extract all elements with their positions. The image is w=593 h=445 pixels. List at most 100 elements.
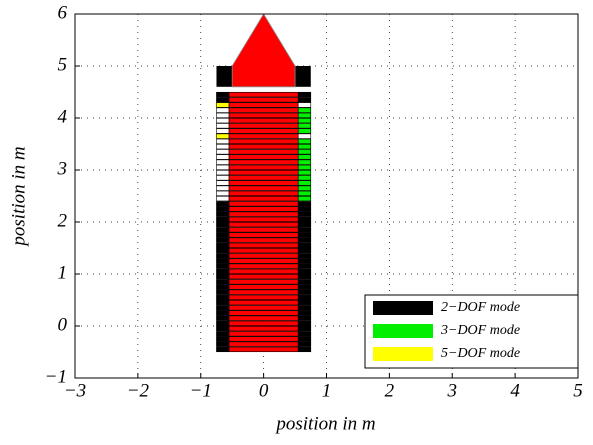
footprint — [216, 216, 312, 223]
footprint-left — [216, 310, 230, 316]
footprint-right — [297, 175, 312, 181]
x-tick-label: 4 — [510, 380, 520, 401]
footprint-right — [297, 268, 312, 275]
footprint-right — [297, 284, 312, 290]
legend-swatch — [373, 324, 433, 338]
footprint-body — [228, 175, 299, 181]
footprint — [216, 221, 312, 228]
footprint-body — [228, 206, 299, 212]
footprint-right — [297, 289, 312, 295]
footprint-body — [228, 247, 299, 254]
footprint-body — [228, 253, 299, 259]
robot-side — [295, 66, 311, 87]
footprint-body — [228, 91, 299, 98]
footprint-right — [297, 206, 312, 212]
y-tick-label: 0 — [58, 314, 68, 335]
footprint-body — [228, 305, 299, 311]
legend-swatch — [373, 347, 433, 361]
footprint-right — [297, 128, 312, 134]
footprint-left — [216, 201, 230, 207]
footprint-right — [297, 154, 312, 160]
footprint-left — [216, 273, 230, 280]
footprint — [216, 346, 312, 353]
footprint — [216, 242, 312, 249]
y-tick-label: 6 — [58, 2, 68, 23]
footprint-body — [228, 102, 299, 108]
y-tick-label: −1 — [45, 366, 67, 387]
footprint-left — [216, 206, 230, 212]
footprint-left — [216, 128, 230, 134]
y-tick-label: 5 — [58, 54, 68, 75]
footprint-right — [297, 143, 312, 150]
footprint-right — [297, 237, 312, 243]
footprint-right — [297, 190, 312, 197]
footprint-left — [216, 149, 230, 155]
footprint — [216, 159, 312, 165]
y-tick-label: 3 — [57, 158, 68, 179]
footprint-left — [216, 190, 230, 197]
footprint-left — [216, 175, 230, 181]
footprint-body — [228, 227, 299, 233]
footprint-right — [297, 221, 312, 228]
footprint-right — [297, 273, 312, 280]
footprint — [216, 211, 312, 217]
footprint-right — [297, 299, 312, 306]
robot-side — [216, 66, 233, 87]
footprint-left — [216, 289, 230, 295]
footprint-body — [228, 107, 299, 113]
footprint — [216, 310, 312, 316]
footprint-body — [228, 138, 299, 145]
footprint-right — [297, 102, 312, 108]
footprint-left — [216, 263, 230, 269]
footprint-right — [297, 185, 312, 191]
x-tick-label: −3 — [64, 380, 86, 401]
legend-label: 5−DOF mode — [441, 346, 520, 361]
footprint-body — [228, 279, 299, 285]
footprint-left — [216, 211, 230, 217]
plot-frame — [74, 13, 579, 379]
footprint-body — [228, 154, 299, 160]
footprint-body — [228, 112, 299, 119]
footprint — [216, 102, 312, 108]
footprint-body — [228, 211, 299, 217]
footprint — [216, 180, 312, 186]
footprint-left — [216, 284, 230, 290]
footprint-left — [216, 242, 230, 249]
footprint-left — [216, 294, 230, 301]
footprint — [216, 253, 312, 259]
footprint-left — [216, 247, 230, 254]
footprint-left — [216, 221, 230, 228]
footprint-body — [228, 201, 299, 207]
footprint-right — [297, 331, 312, 337]
footprint-left — [216, 117, 230, 124]
footprint-left — [216, 154, 230, 160]
x-tick-label: 3 — [447, 380, 458, 401]
x-tick-label: 1 — [322, 380, 332, 401]
footprint — [216, 331, 312, 337]
x-axis-label: position in m — [274, 413, 375, 434]
footprint — [216, 206, 312, 212]
footprint-left — [216, 169, 230, 176]
footprint-right — [297, 91, 312, 98]
footprint-left — [216, 320, 230, 327]
footprint-body — [228, 159, 299, 165]
footprint — [216, 227, 312, 233]
footprint-right — [297, 310, 312, 316]
footprint-left — [216, 299, 230, 306]
footprint-left — [216, 185, 230, 191]
footprint — [216, 299, 312, 306]
y-axis-label: position in m — [8, 146, 29, 247]
footprint — [216, 273, 312, 280]
x-tick-label: −1 — [190, 380, 212, 401]
footprint-body — [228, 315, 299, 321]
y-tick-label: 1 — [58, 262, 68, 283]
footprint-right — [297, 315, 312, 321]
footprint-left — [216, 195, 230, 202]
footprint-right — [297, 138, 312, 145]
footprint-left — [216, 143, 230, 150]
footprint-right — [297, 294, 312, 301]
footprint-right — [297, 97, 312, 103]
footprint — [216, 279, 312, 285]
footprint — [216, 305, 312, 311]
